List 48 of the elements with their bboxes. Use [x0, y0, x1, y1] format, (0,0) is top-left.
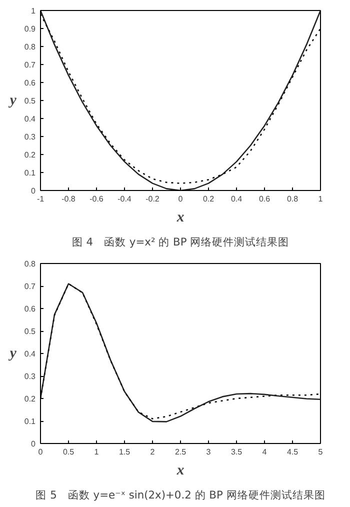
- x-tick-label: 4: [262, 448, 268, 456]
- x-tick-label: 0.5: [62, 448, 75, 456]
- x-tick-label: 0.6: [258, 194, 271, 204]
- x-tick-label: 4.5: [286, 448, 299, 456]
- x-axis-title: x: [176, 210, 184, 226]
- x-tick-label: 3: [206, 448, 212, 456]
- y-tick-label: 0.2: [24, 394, 36, 404]
- x-tick-label: -0.2: [146, 194, 160, 204]
- x-tick-label: 5: [318, 448, 324, 456]
- y-tick-label: 0.6: [24, 78, 36, 88]
- y-tick-label: 0.7: [24, 282, 36, 291]
- y-tick-label: 0.7: [24, 60, 36, 70]
- x-tick-label: 0: [178, 194, 184, 204]
- y-tick-label: 0.8: [24, 42, 36, 52]
- x-tick-label: 3.5: [230, 448, 243, 456]
- x-tick-label: -0.4: [118, 194, 132, 204]
- x-tick-label: -1: [36, 194, 45, 204]
- x-axis-title: x: [176, 462, 184, 478]
- y-tick-label: 0.5: [24, 327, 36, 336]
- y-tick-label: 0.4: [24, 350, 36, 358]
- x-tick-label: 1: [94, 448, 100, 456]
- y-tick-label: 0.1: [24, 417, 36, 426]
- y-axis-title: y: [8, 92, 17, 108]
- x-tick-label: 1.5: [118, 448, 131, 456]
- y-tick-label: 0.2: [24, 150, 36, 160]
- y-tick-label: 0.1: [24, 168, 36, 178]
- y-tick-label: 0: [31, 440, 36, 448]
- x-tick-label: 0.4: [230, 194, 243, 204]
- y-tick-label: 0.9: [24, 24, 36, 34]
- y-tick-label: 0.6: [24, 304, 36, 314]
- x-tick-label: -0.8: [62, 194, 76, 204]
- x-tick-label: 0: [38, 448, 44, 456]
- x-tick-label: 2: [150, 448, 156, 456]
- y-tick-label: 0.8: [24, 260, 36, 268]
- y-tick-label: 0: [31, 186, 36, 196]
- y-axis-title: y: [8, 346, 17, 362]
- y-tick-label: 0.5: [24, 96, 36, 106]
- x-tick-label: 1: [318, 194, 324, 204]
- x-tick-label: -0.6: [90, 194, 104, 204]
- y-tick-label: 0.3: [24, 132, 36, 142]
- y-tick-label: 1: [31, 6, 36, 16]
- x-tick-label: 0.8: [286, 194, 299, 204]
- x-tick-label: 2.5: [174, 448, 187, 456]
- text: 图 4 函数 y=x² 的 BP 网络硬件测试结果图: [72, 236, 290, 248]
- x-tick-label: 0.2: [202, 194, 215, 204]
- y-tick-label: 0.4: [24, 114, 36, 124]
- y-tick-label: 0.3: [24, 372, 36, 381]
- text: 图 5 函数 y=e⁻ˣ sin(2x)+0.2 的 BP 网络硬件测试结果图: [36, 488, 326, 502]
